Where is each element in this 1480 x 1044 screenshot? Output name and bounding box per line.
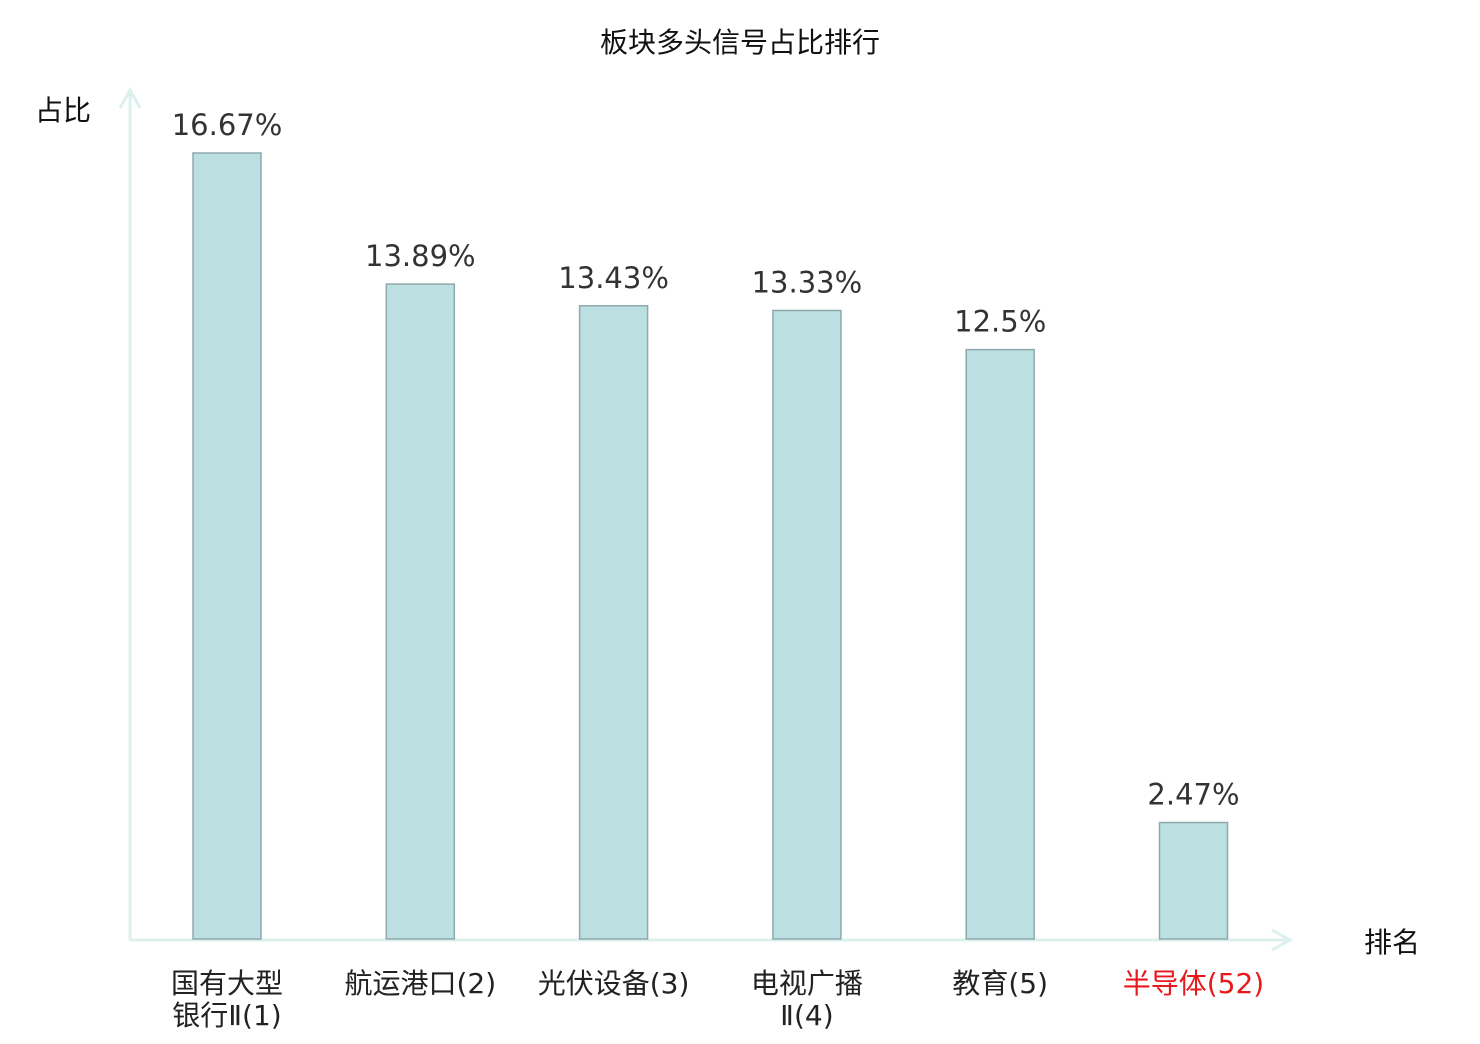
- x-tick-label: 银行Ⅱ(1): [172, 999, 281, 1032]
- bar: [192, 152, 262, 940]
- data-label: 13.43%: [558, 261, 669, 295]
- y-axis-arrow: [118, 86, 142, 109]
- bar-group: 13.43% 光伏设备(3): [538, 261, 690, 1000]
- bar: [1158, 821, 1229, 940]
- x-tick-label: 国有大型: [171, 967, 283, 1000]
- bar: [385, 283, 456, 940]
- bar: [772, 309, 842, 940]
- x-tick-label: 航运港口(2): [344, 967, 496, 1000]
- x-tick-label: 电视广播: [751, 967, 863, 1000]
- x-axis-label: 排名: [1364, 926, 1420, 959]
- bar-group: 2.47% 半导体(52): [1123, 778, 1264, 1000]
- x-tick-label: 半导体(52): [1123, 967, 1264, 1000]
- bar: [578, 305, 649, 940]
- x-axis-arrow: [1271, 928, 1294, 952]
- bar-group: 13.89% 航运港口(2): [344, 239, 496, 1000]
- x-tick-label: 光伏设备(3): [538, 967, 690, 1000]
- data-label: 16.67%: [172, 108, 283, 142]
- bar: [965, 348, 1035, 940]
- data-label: 13.89%: [365, 239, 476, 273]
- chart-title: 板块多头信号占比排行: [600, 26, 880, 59]
- data-label: 2.47%: [1147, 778, 1239, 812]
- y-axis-label: 占比: [35, 94, 91, 127]
- x-tick-label: Ⅱ(4): [780, 999, 833, 1032]
- data-label: 12.5%: [954, 305, 1046, 339]
- bar-group: 12.5% 教育(5): [952, 305, 1048, 1000]
- axes: [118, 86, 1294, 952]
- data-label: 13.33%: [752, 265, 863, 299]
- x-tick-label: 教育(5): [952, 967, 1048, 1000]
